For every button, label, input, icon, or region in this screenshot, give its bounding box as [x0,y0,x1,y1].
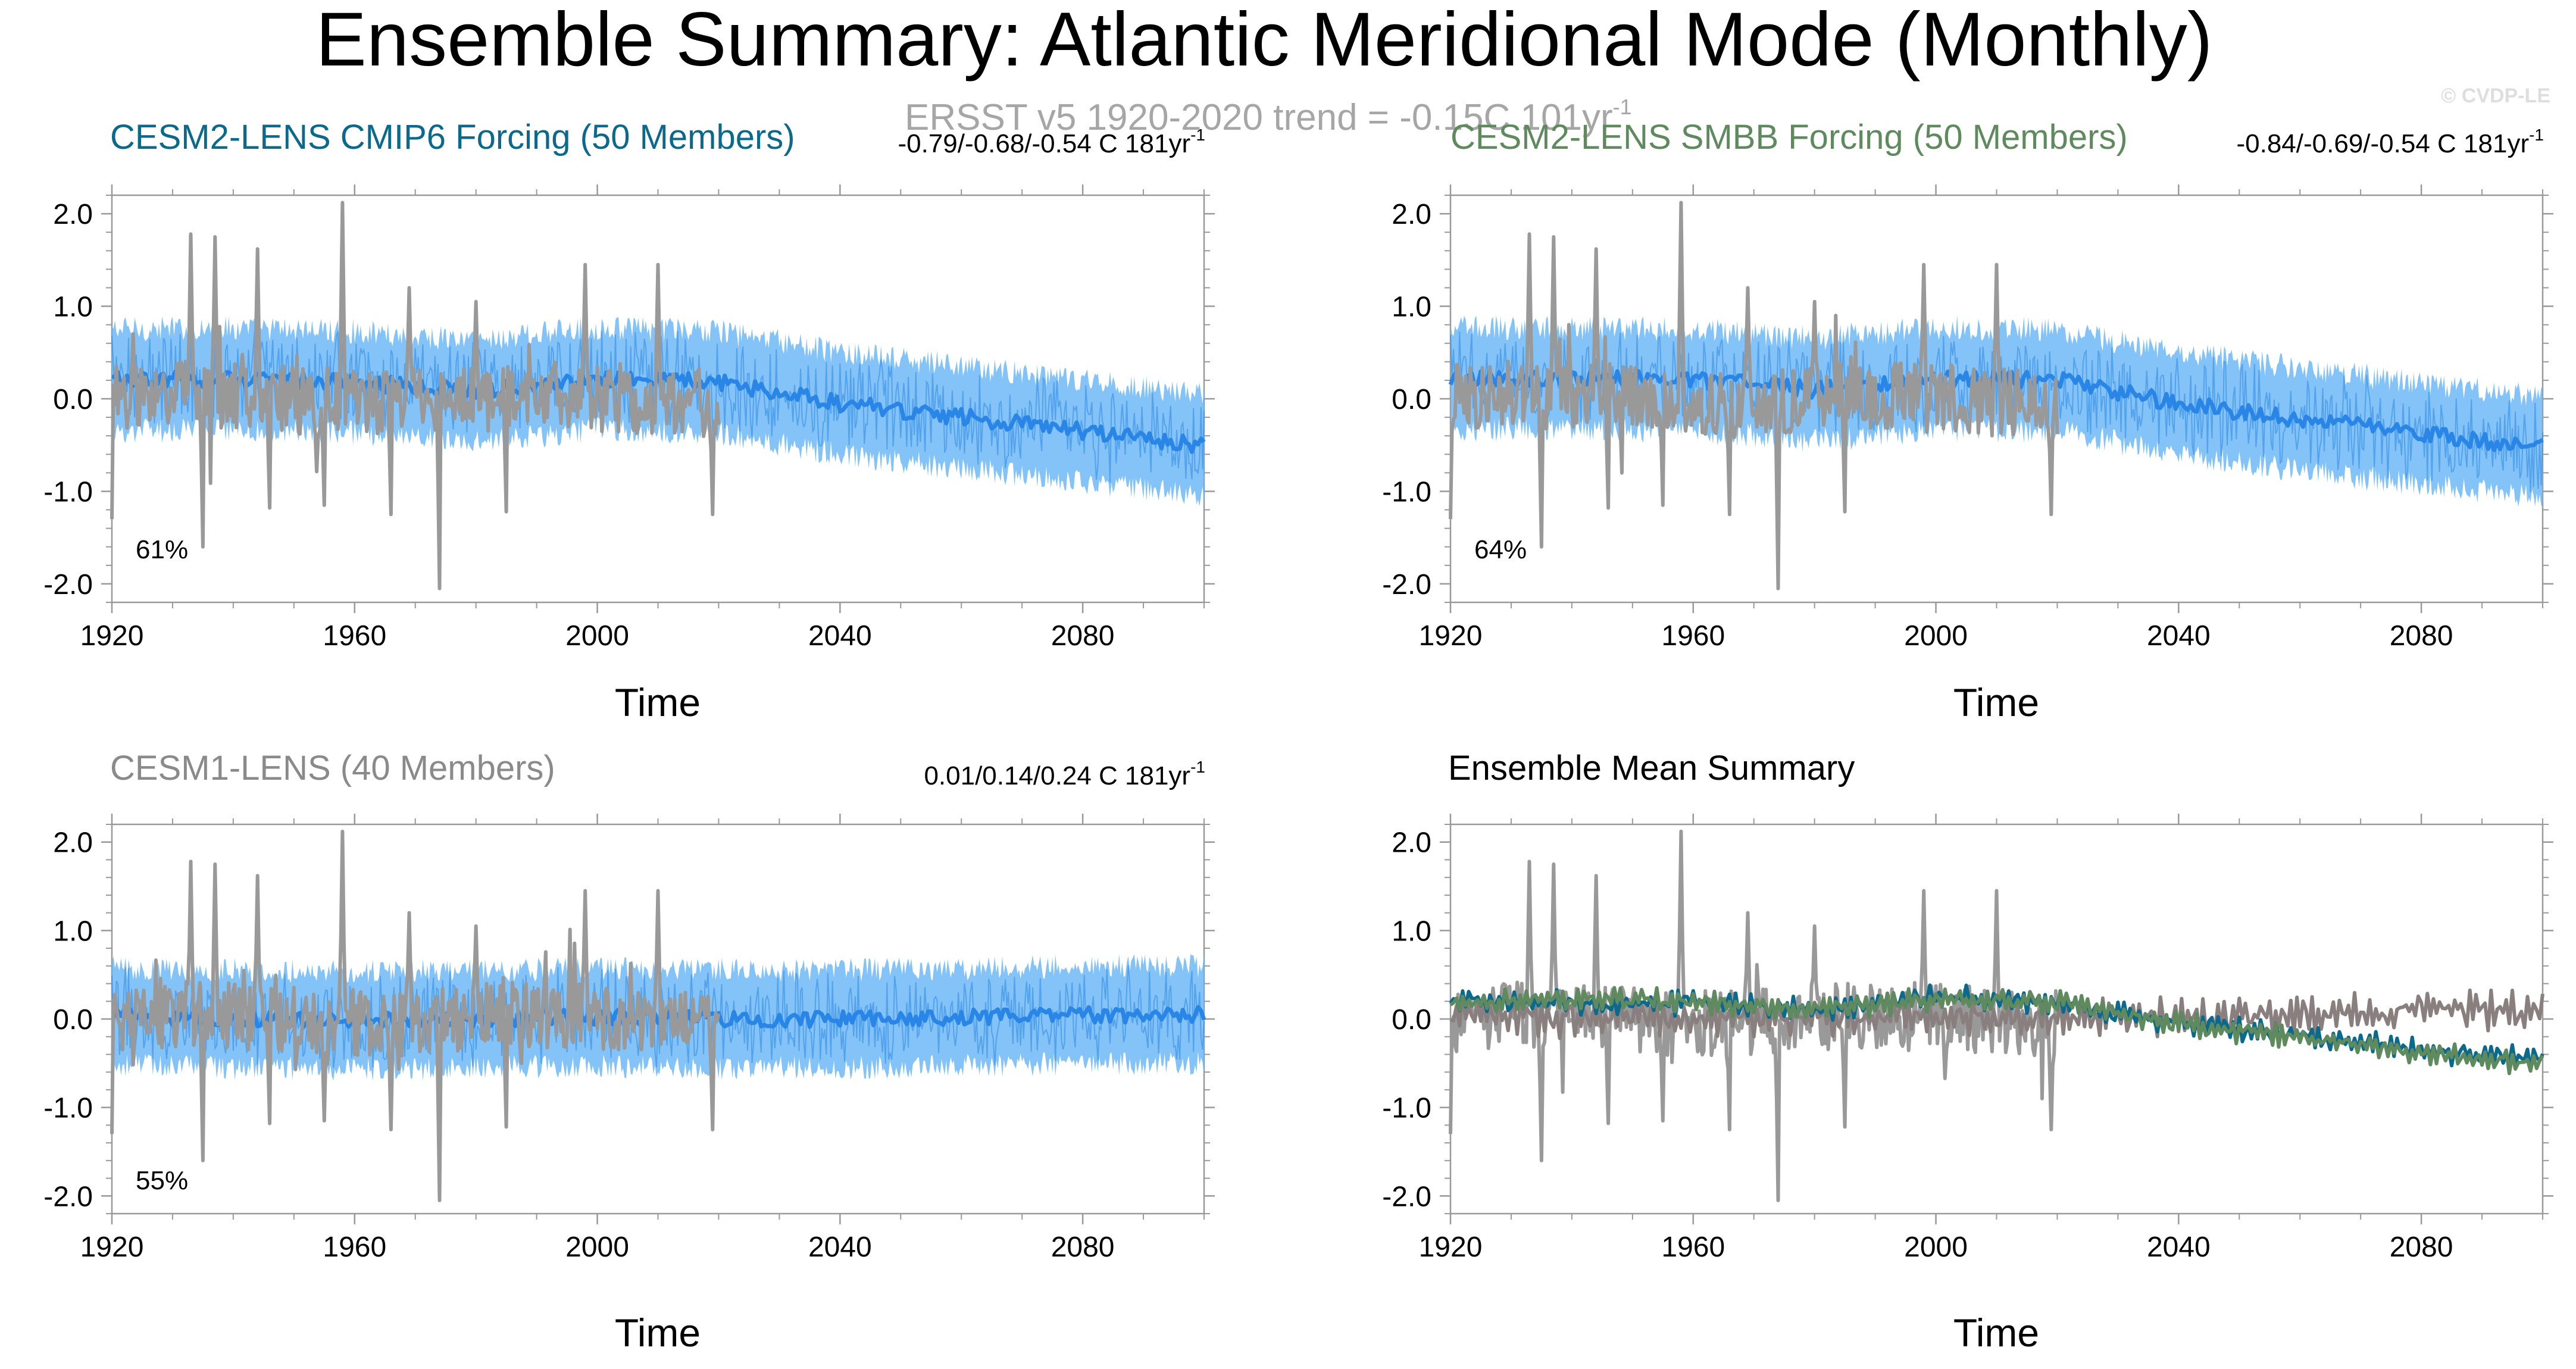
x-tick-label: 2040 [808,1232,872,1263]
y-tick-label: -1.0 [1382,476,1431,508]
panel-cesm2-smbb: 1920 1960 2000 2040 2080 2.0 1.0 0.0 -1.0 -2.0 CE… [1382,118,2553,724]
observed-series [1449,201,2059,590]
figure-subtitle-text: ERSST v5 1920-2020 trend = -0.15C 101yr [905,97,1613,138]
observed-line [110,829,721,1202]
x-tick-label: 2080 [1051,1232,1115,1263]
y-tick-label: -2.0 [1382,1181,1431,1212]
x-tick-label: 1920 [80,620,144,652]
x-tick-label: 2040 [2147,620,2211,652]
x-tick-label: 2080 [1051,620,1115,652]
x-tick-label: 2000 [565,620,629,652]
y-tick-label: 0.0 [1392,1004,1431,1036]
y-tick-label: -2.0 [43,569,93,601]
observed-series [110,829,721,1202]
y-tick-label: 2.0 [53,199,93,230]
y-tick-label: -1.0 [43,1093,93,1124]
y-tick-label: 2.0 [1392,827,1431,859]
y-tick-label: 2.0 [1392,199,1431,230]
trend-label: 0.01/0.14/0.24 C 181yr-1 [924,758,1205,790]
panel-title: CESM1-LENS (40 Members) [110,749,555,787]
x-tick-label: 1920 [1419,1232,1483,1263]
y-tick-label: -1.0 [1382,1093,1431,1124]
x-axis-title: Time [615,680,701,724]
x-tick-label: 1960 [323,1232,386,1263]
panel-title: CESM2-LENS CMIP6 Forcing (50 Members) [110,118,795,157]
y-tick-label: 0.0 [53,384,93,415]
figure-title: Ensemble Summary: Atlantic Meridional Mo… [316,0,2213,82]
x-tick-label: 1960 [1661,620,1725,652]
watermark: © CVDP-LE [2441,85,2550,107]
x-tick-label: 2040 [808,620,872,652]
x-tick-label: 2000 [565,1232,629,1263]
trend-label-sup: -1 [1190,126,1205,144]
mean-line-cesm1 [1450,988,2544,1040]
trend-label-text: -0.84/-0.69/-0.54 C 181yr [2236,129,2529,158]
axis-tick-labels: 1920 1960 2000 2040 2080 2.0 1.0 0.0 -1.0 -2.0 [43,199,1114,652]
panel-ensemble-mean-summary: 1920 1960 2000 2040 2080 2.0 1.0 0.0 -1.0 -2.0 En… [1382,749,2553,1355]
y-tick-label: 0.0 [53,1004,93,1036]
axis-tick-labels: 1920 1960 2000 2040 2080 2.0 1.0 0.0 -1.0 -2.0 [1382,827,2453,1263]
panel-title: Ensemble Mean Summary [1448,749,1855,787]
trend-label-text: 0.01/0.14/0.24 C 181yr [924,761,1190,790]
percent-label: 61% [136,535,188,564]
observed-series [110,201,721,590]
mean-line-cesm2-smbb [1449,986,2544,1076]
observed-line [110,201,721,590]
x-axis-title: Time [615,1311,701,1355]
x-tick-label: 1960 [323,620,386,652]
x-tick-label: 2080 [2390,1232,2453,1263]
x-tick-label: 2000 [1904,1232,1968,1263]
x-tick-label: 1960 [1661,1232,1725,1263]
y-tick-label: 2.0 [53,827,93,859]
x-tick-label: 1920 [1419,620,1483,652]
trend-label: -0.84/-0.69/-0.54 C 181yr-1 [2236,126,2544,158]
x-axis-title: Time [1953,680,2039,724]
x-tick-label: 2080 [2390,620,2453,652]
figure-subtitle-sup: -1 [1613,95,1632,119]
trend-label-sup: -1 [1190,758,1205,776]
y-tick-label: -2.0 [43,1181,93,1212]
trend-label-sup: -1 [2529,126,2544,144]
axis-ticks [1440,185,2553,613]
percent-label: 55% [136,1166,188,1195]
x-axis-title: Time [1953,1311,2039,1355]
percent-label: 64% [1474,535,1527,564]
x-tick-label: 1920 [80,1232,144,1263]
axis-ticks [1440,814,2553,1224]
axis-ticks [101,814,1215,1224]
panel-cesm1: 1920 1960 2000 2040 2080 2.0 1.0 0.0 -1.0 -2.0 CE… [43,749,1215,1355]
panel-cesm2-cmip6: 1920 1960 2000 2040 2080 2.0 1.0 0.0 -1.0 -2.0 CE… [43,118,1215,724]
y-tick-label: 0.0 [1392,384,1431,415]
panel-title: CESM2-LENS SMBB Forcing (50 Members) [1450,118,2128,157]
axis-tick-labels: 1920 1960 2000 2040 2080 2.0 1.0 0.0 -1.0 -2.0 [1382,199,2453,652]
y-tick-label: -2.0 [1382,569,1431,601]
ensemble-mean-series [1449,983,2544,1076]
y-tick-label: 1.0 [53,292,93,323]
y-tick-label: -1.0 [43,476,93,508]
observed-line [1449,201,2059,590]
figure-subtitle: ERSST v5 1920-2020 trend = -0.15C 101yr-… [905,95,1632,138]
y-tick-label: 1.0 [1392,915,1431,947]
y-tick-label: 1.0 [53,915,93,947]
axis-tick-labels: 1920 1960 2000 2040 2080 2.0 1.0 0.0 -1.0 -2.0 [43,827,1114,1263]
x-tick-label: 2000 [1904,620,1968,652]
trend-label-text: -0.79/-0.68/-0.54 C 181yr [898,129,1190,158]
x-tick-label: 2040 [2147,1232,2211,1263]
spread-band [112,315,1204,507]
trend-label: -0.79/-0.68/-0.54 C 181yr-1 [898,126,1205,158]
y-tick-label: 1.0 [1392,292,1431,323]
axis-ticks [101,185,1215,613]
